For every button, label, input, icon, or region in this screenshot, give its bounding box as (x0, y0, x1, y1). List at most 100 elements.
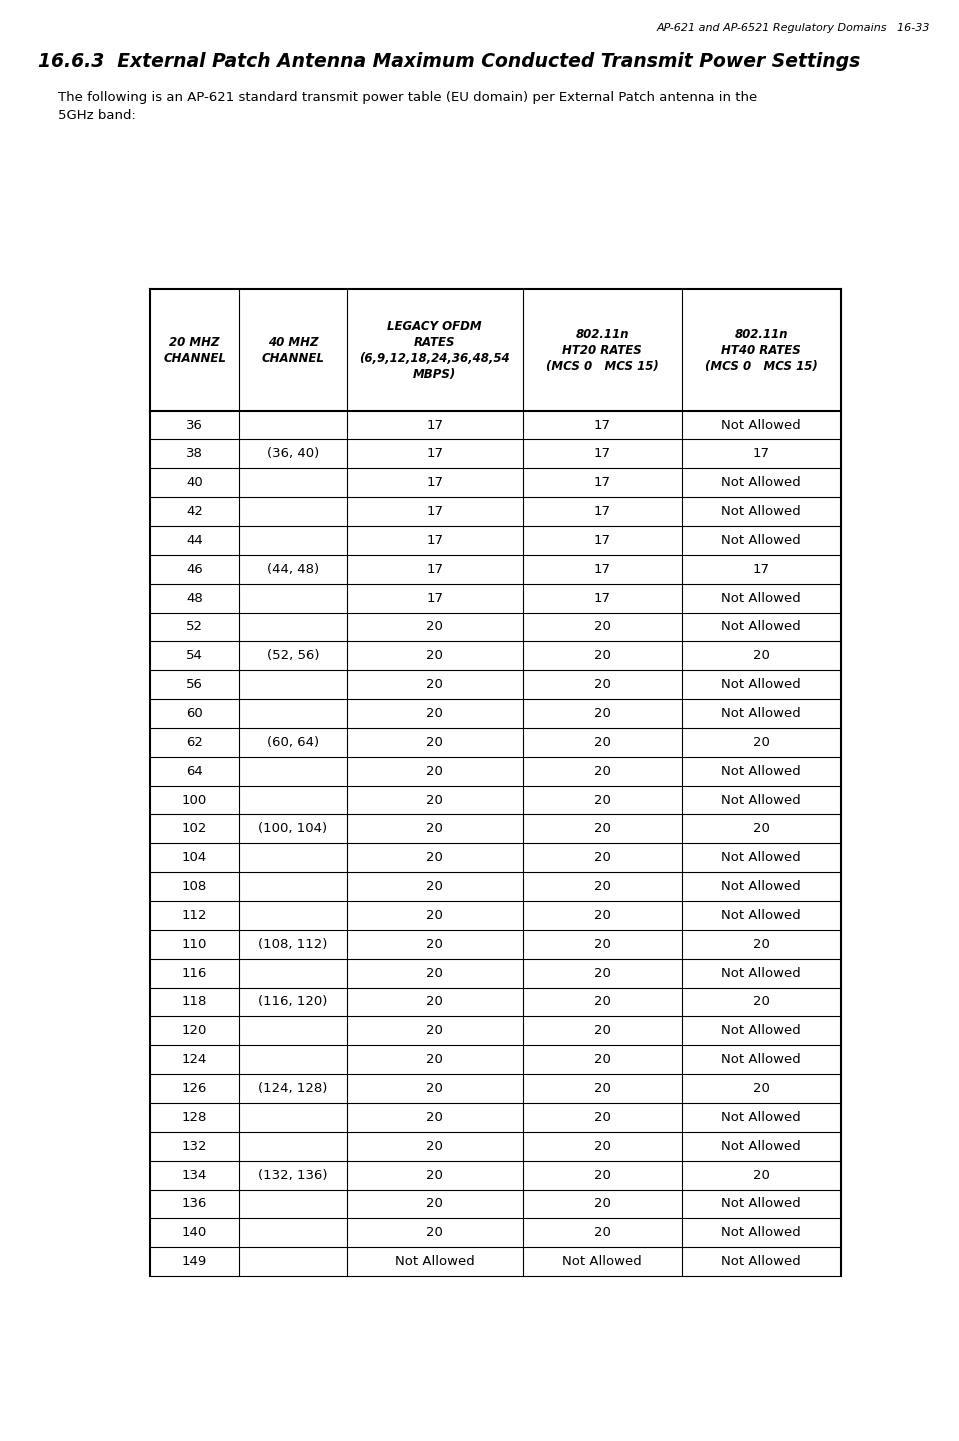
Text: 802.11n
HT40 RATES
(MCS 0   MCS 15): 802.11n HT40 RATES (MCS 0 MCS 15) (705, 327, 818, 373)
Text: 20: 20 (594, 736, 611, 749)
Text: Not Allowed: Not Allowed (721, 794, 801, 807)
Text: 120: 120 (182, 1025, 207, 1038)
Text: 17: 17 (594, 418, 611, 431)
Text: 132: 132 (182, 1140, 207, 1153)
Text: (52, 56): (52, 56) (267, 650, 319, 663)
Text: 52: 52 (186, 621, 203, 634)
Text: 20: 20 (753, 736, 770, 749)
Text: AP-621 and AP-6521 Regulatory Domains   16-33: AP-621 and AP-6521 Regulatory Domains 16… (657, 23, 930, 33)
Text: 802.11n
HT20 RATES
(MCS 0   MCS 15): 802.11n HT20 RATES (MCS 0 MCS 15) (546, 327, 659, 373)
Text: (132, 136): (132, 136) (258, 1169, 328, 1182)
Text: 149: 149 (182, 1255, 207, 1268)
Text: Not Allowed: Not Allowed (721, 592, 801, 605)
Text: 46: 46 (186, 563, 203, 576)
Text: Not Allowed: Not Allowed (721, 880, 801, 893)
Text: 118: 118 (182, 996, 207, 1009)
Text: (44, 48): (44, 48) (267, 563, 319, 576)
Text: Not Allowed: Not Allowed (721, 418, 801, 431)
Text: 20: 20 (594, 1082, 611, 1095)
Text: Not Allowed: Not Allowed (563, 1255, 643, 1268)
Text: 20: 20 (427, 852, 443, 865)
Text: Not Allowed: Not Allowed (721, 967, 801, 980)
Text: (124, 128): (124, 128) (258, 1082, 328, 1095)
Text: 100: 100 (182, 794, 207, 807)
Text: Not Allowed: Not Allowed (721, 1025, 801, 1038)
Text: 20: 20 (427, 880, 443, 893)
Text: 20: 20 (594, 852, 611, 865)
Text: 108: 108 (182, 880, 207, 893)
Text: 17: 17 (594, 476, 611, 488)
Text: 134: 134 (182, 1169, 207, 1182)
Text: 38: 38 (186, 447, 203, 460)
Text: 20: 20 (594, 650, 611, 663)
Text: Not Allowed: Not Allowed (395, 1255, 475, 1268)
Text: 20: 20 (753, 650, 770, 663)
Text: 17: 17 (594, 535, 611, 548)
Text: Not Allowed: Not Allowed (721, 679, 801, 692)
Text: 20: 20 (594, 679, 611, 692)
Text: 17: 17 (594, 592, 611, 605)
Text: 110: 110 (182, 938, 207, 951)
Text: 20: 20 (427, 794, 443, 807)
Text: 20: 20 (594, 823, 611, 836)
Text: 126: 126 (182, 1082, 207, 1095)
Text: (108, 112): (108, 112) (258, 938, 328, 951)
Text: 20: 20 (594, 1226, 611, 1239)
Text: (100, 104): (100, 104) (259, 823, 328, 836)
Text: 136: 136 (182, 1197, 207, 1210)
Text: 44: 44 (186, 535, 203, 548)
Text: 20: 20 (427, 1111, 443, 1124)
Text: 20: 20 (427, 823, 443, 836)
Text: 20: 20 (753, 823, 770, 836)
Text: Not Allowed: Not Allowed (721, 1140, 801, 1153)
Text: 20: 20 (753, 938, 770, 951)
Text: 20: 20 (427, 621, 443, 634)
Text: (116, 120): (116, 120) (258, 996, 328, 1009)
Text: 20: 20 (594, 880, 611, 893)
Text: The following is an AP-621 standard transmit power table (EU domain) per Externa: The following is an AP-621 standard tran… (58, 91, 757, 122)
Text: 20: 20 (427, 938, 443, 951)
Text: Not Allowed: Not Allowed (721, 621, 801, 634)
Text: 116: 116 (182, 967, 207, 980)
Text: 20 MHZ
CHANNEL: 20 MHZ CHANNEL (163, 336, 226, 365)
Text: 20: 20 (594, 1025, 611, 1038)
Text: 20: 20 (594, 765, 611, 778)
Text: 20: 20 (427, 708, 443, 720)
Text: 20: 20 (594, 1140, 611, 1153)
Text: 20: 20 (427, 1197, 443, 1210)
Text: Not Allowed: Not Allowed (721, 1226, 801, 1239)
Text: 60: 60 (186, 708, 203, 720)
Text: 20: 20 (427, 650, 443, 663)
Text: 54: 54 (186, 650, 203, 663)
Text: Not Allowed: Not Allowed (721, 1111, 801, 1124)
Text: 20: 20 (594, 794, 611, 807)
Text: 124: 124 (182, 1053, 207, 1066)
Text: 20: 20 (594, 621, 611, 634)
Text: (36, 40): (36, 40) (267, 447, 319, 460)
Text: 40 MHZ
CHANNEL: 40 MHZ CHANNEL (262, 336, 324, 365)
Text: 20: 20 (753, 1082, 770, 1095)
Text: 40: 40 (186, 476, 203, 488)
Text: Not Allowed: Not Allowed (721, 476, 801, 488)
Text: 20: 20 (594, 1197, 611, 1210)
Text: Not Allowed: Not Allowed (721, 535, 801, 548)
Text: Not Allowed: Not Allowed (721, 909, 801, 922)
Text: 17: 17 (594, 447, 611, 460)
Text: 36: 36 (186, 418, 203, 431)
Text: LEGACY OFDM
RATES
(6,9,12,18,24,36,48,54
MBPS): LEGACY OFDM RATES (6,9,12,18,24,36,48,54… (360, 320, 510, 380)
Text: 17: 17 (426, 504, 443, 519)
Text: 17: 17 (426, 535, 443, 548)
Text: 17: 17 (426, 418, 443, 431)
Text: 20: 20 (427, 909, 443, 922)
Text: 20: 20 (427, 1053, 443, 1066)
Text: Not Allowed: Not Allowed (721, 1255, 801, 1268)
Text: 128: 128 (182, 1111, 207, 1124)
Text: Not Allowed: Not Allowed (721, 1053, 801, 1066)
Text: 20: 20 (594, 938, 611, 951)
Text: 20: 20 (594, 996, 611, 1009)
Text: Not Allowed: Not Allowed (721, 765, 801, 778)
Text: Not Allowed: Not Allowed (721, 504, 801, 519)
Text: 17: 17 (426, 563, 443, 576)
Text: 20: 20 (427, 736, 443, 749)
Text: 62: 62 (186, 736, 203, 749)
